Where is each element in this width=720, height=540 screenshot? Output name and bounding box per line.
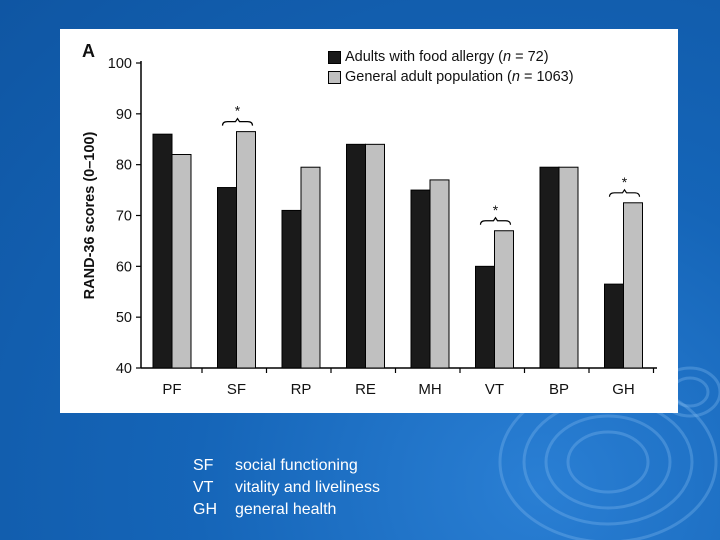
bar-vt-series-2 [494, 230, 514, 369]
legend-label-n: n [502, 49, 512, 65]
legend-item-food-allergy: Adults with food allergy (n = 72) [328, 47, 574, 67]
bar-sf-series-1 [217, 187, 237, 369]
legend-label-suffix: = 72) [511, 49, 549, 65]
abbreviation-code: GH [193, 501, 217, 518]
x-tick-label: SF [227, 381, 246, 398]
y-tick-label: 90 [116, 107, 132, 123]
x-tick-label: MH [418, 381, 441, 398]
legend-label-prefix: Adults with food allergy ( [345, 49, 503, 65]
y-tick-label: 60 [116, 259, 132, 275]
bar-chart: A RAND-36 scores (0–100) 40 50 60 70 80 90 100 PF… [82, 41, 657, 398]
significance-marker-vt: * [493, 202, 499, 218]
y-tick-label: 100 [108, 56, 132, 72]
abbreviation-item: VT vitality and liveliness [193, 477, 380, 499]
significance-bracket-sf [221, 117, 254, 126]
abbreviation-meaning: general health [235, 501, 337, 518]
bar-gh-series-1 [604, 283, 624, 369]
abbreviation-list: SF social functioning VT vitality and li… [193, 455, 380, 521]
bar-rp-series-2 [300, 166, 321, 369]
legend-label-n: n [511, 69, 520, 85]
legend-item-general-population: General adult population (n = 1063) [328, 67, 574, 87]
legend-swatch-dark [328, 50, 341, 64]
legend-label-suffix: = 1063) [519, 69, 574, 85]
bar-gh-series-2 [623, 202, 643, 369]
bar-bp-series-2 [558, 166, 579, 369]
y-tick-label: 50 [116, 310, 132, 326]
abbreviation-item: GH general health [193, 499, 380, 521]
abbreviation-meaning: vitality and liveliness [235, 479, 380, 496]
abbreviation-code: VT [193, 479, 214, 496]
x-tick-label: GH [612, 381, 635, 398]
bar-re-series-2 [365, 143, 385, 369]
chart-panel: A RAND-36 scores (0–100) 40 50 60 70 80 90 100 PF… [60, 29, 678, 413]
abbreviation-item: SF social functioning [193, 455, 380, 477]
y-tick-label: 40 [116, 361, 132, 377]
panel-label: A [82, 41, 95, 61]
bar-mh-series-1 [410, 189, 431, 369]
abbreviation-meaning: social functioning [235, 457, 358, 474]
x-tick-label: RP [291, 381, 312, 398]
x-tick-label: BP [549, 381, 569, 398]
bar-bp-series-1 [539, 166, 560, 369]
significance-marker-sf: * [235, 103, 241, 119]
significance-bracket-gh [608, 188, 641, 197]
legend-swatch-gray [328, 70, 341, 84]
significance-bracket-vt [479, 216, 512, 225]
x-tick-label: PF [162, 381, 181, 398]
y-tick-label: 80 [116, 158, 132, 174]
significance-marker-gh: * [622, 174, 628, 190]
x-tick-label: VT [485, 381, 504, 398]
bar-sf-series-2 [236, 131, 256, 369]
bar-mh-series-2 [429, 179, 450, 369]
abbreviation-code: SF [193, 457, 214, 474]
bar-pf-series-2 [171, 154, 192, 369]
x-tick-label: RE [355, 381, 376, 398]
bar-pf-series-1 [152, 133, 173, 369]
bar-re-series-1 [346, 143, 366, 369]
chart-legend: Adults with food allergy (n = 72) Genera… [328, 47, 574, 87]
y-axis-label: RAND-36 scores (0–100) [82, 132, 98, 300]
bar-vt-series-1 [475, 265, 495, 369]
y-tick-label: 70 [116, 209, 132, 225]
bar-rp-series-1 [281, 209, 302, 369]
legend-label-prefix: General adult population ( [345, 69, 512, 85]
